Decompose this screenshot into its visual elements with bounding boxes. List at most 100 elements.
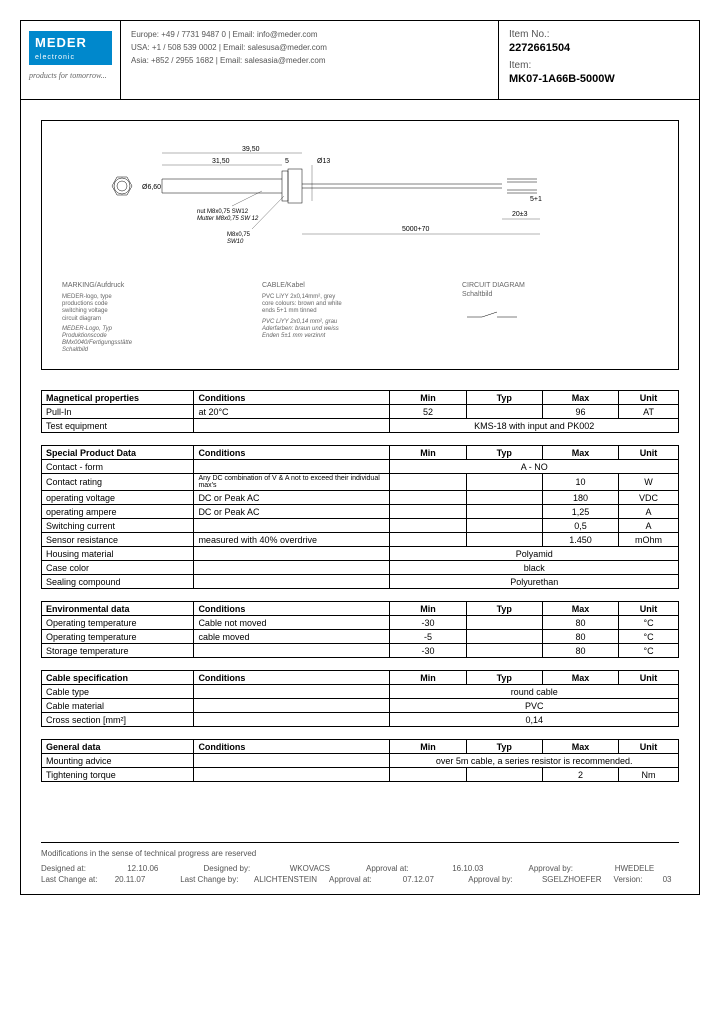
cell-prop: Operating temperature	[42, 616, 194, 630]
designed-at-lbl: Designed at:	[41, 864, 115, 873]
item-label: Item:	[509, 60, 689, 71]
cell-prop: operating voltage	[42, 491, 194, 505]
table-row: Mounting advice over 5m cable, a series …	[42, 754, 679, 768]
cell-typ	[466, 519, 542, 533]
th-typ: Typ	[466, 391, 542, 405]
cell-typ	[466, 644, 542, 658]
cell-span: PVC	[390, 699, 679, 713]
th-min: Min	[390, 602, 466, 616]
th-min: Min	[390, 446, 466, 460]
cell-prop: Cross section [mm²]	[42, 713, 194, 727]
th-typ: Typ	[466, 671, 542, 685]
designed-by-lbl: Designed by:	[204, 864, 278, 873]
cell-max: 80	[542, 616, 618, 630]
table-row: Contact - form A - NO	[42, 460, 679, 474]
mod-note: Modifications in the sense of technical …	[41, 849, 679, 858]
cell-min	[390, 533, 466, 547]
svg-text:M8x0,75: M8x0,75	[227, 232, 251, 238]
table-row: Tightening torque 2 Nm	[42, 768, 679, 782]
table-row: Cable type round cable	[42, 685, 679, 699]
cell-span: black	[390, 561, 679, 575]
dim-5p1: 5+1	[530, 196, 542, 203]
footer: Modifications in the sense of technical …	[41, 842, 679, 884]
environmental-table: Environmental data Conditions Min Typ Ma…	[41, 601, 679, 658]
th-typ: Typ	[466, 602, 542, 616]
cell-typ	[466, 474, 542, 491]
cell-unit: A	[619, 505, 679, 519]
svg-text:SW10: SW10	[227, 239, 244, 245]
cell-unit: °C	[619, 644, 679, 658]
logo-main: MEDER	[29, 31, 112, 54]
cell-span: A - NO	[390, 460, 679, 474]
cell-prop: Housing material	[42, 547, 194, 561]
technical-drawing: 39,50 31,50 5 Ø13 Ø6,60 5+1 20±3 5000+70…	[41, 120, 679, 370]
logo-cell: MEDER electronic products for tomorrow..…	[21, 21, 121, 99]
cell-cond	[194, 547, 390, 561]
cell-prop: Case color	[42, 561, 194, 575]
approval-at-lbl: Approval at:	[366, 864, 440, 873]
cell-cond: DC or Peak AC	[194, 505, 390, 519]
drawing-svg: 39,50 31,50 5 Ø13 Ø6,60 5+1 20±3 5000+70…	[62, 141, 622, 261]
cell-typ	[466, 630, 542, 644]
cell-min: -5	[390, 630, 466, 644]
cell-unit: mOhm	[619, 533, 679, 547]
th-typ: Typ	[466, 446, 542, 460]
th-typ: Typ	[466, 740, 542, 754]
th-cond: Conditions	[194, 446, 390, 460]
th-unit: Unit	[619, 602, 679, 616]
cell-prop: operating ampere	[42, 505, 194, 519]
cell-cond: Any DC combination of V & A not to excee…	[194, 474, 390, 491]
cell-min: -30	[390, 644, 466, 658]
cell-span: round cable	[390, 685, 679, 699]
th-min: Min	[390, 740, 466, 754]
th-prop: Cable specification	[42, 671, 194, 685]
dim-31: 31,50	[212, 158, 230, 165]
table-row: Pull-In at 20°C 52 96 AT	[42, 405, 679, 419]
cell-max: 1.450	[542, 533, 618, 547]
cell-span: over 5m cable, a series resistor is reco…	[390, 754, 679, 768]
cell-unit: VDC	[619, 491, 679, 505]
cell-max: 96	[542, 405, 618, 419]
cell-cond	[194, 644, 390, 658]
datasheet-page: MEDER electronic products for tomorrow..…	[20, 20, 700, 895]
dim-d6: Ø6,60	[142, 184, 161, 191]
table-row: Contact rating Any DC combination of V &…	[42, 474, 679, 491]
cell-prop: Cable type	[42, 685, 194, 699]
cell-cond: cable moved	[194, 630, 390, 644]
cell-prop: Operating temperature	[42, 630, 194, 644]
cell-prop: Sealing compound	[42, 575, 194, 589]
item-cell: Item No.: 2272661504 Item: MK07-1A66B-50…	[499, 21, 699, 99]
special-table: Special Product Data Conditions Min Typ …	[41, 445, 679, 589]
table-row: Cross section [mm²] 0,14	[42, 713, 679, 727]
nut-note: nut M8x0,75 SW12	[197, 209, 249, 215]
designed-at-v: 12.10.06	[127, 864, 191, 873]
cell-prop: Tightening torque	[42, 768, 194, 782]
contact-asia: Asia: +852 / 2955 1682 | Email: salesasi…	[131, 55, 488, 68]
cell-cond	[194, 575, 390, 589]
slogan: products for tomorrow...	[29, 71, 112, 80]
th-prop: Magnetical properties	[42, 391, 194, 405]
approval-at2-v: 07.12.07	[403, 875, 456, 884]
cell-typ	[466, 491, 542, 505]
cell-unit: Nm	[619, 768, 679, 782]
th-prop: General data	[42, 740, 194, 754]
th-min: Min	[390, 391, 466, 405]
marking-title: MARKING/Aufdruck	[62, 281, 202, 290]
th-cond: Conditions	[194, 671, 390, 685]
cell-cond	[194, 754, 390, 768]
cell-cond: DC or Peak AC	[194, 491, 390, 505]
cell-span: Polyurethan	[390, 575, 679, 589]
cable-table: Cable specification Conditions Min Typ M…	[41, 670, 679, 727]
circuit-block: CIRCUIT DIAGRAMSchaltbild	[462, 281, 602, 355]
approval-at-v: 16.10.03	[452, 864, 516, 873]
cable-title: CABLE/Kabel	[262, 281, 402, 290]
cell-prop: Storage temperature	[42, 644, 194, 658]
cell-min	[390, 519, 466, 533]
th-prop: Special Product Data	[42, 446, 194, 460]
th-max: Max	[542, 671, 618, 685]
dim-d13: Ø13	[317, 158, 330, 165]
cell-unit: °C	[619, 616, 679, 630]
th-cond: Conditions	[194, 602, 390, 616]
cell-prop: Pull-In	[42, 405, 194, 419]
cell-max: 2	[542, 768, 618, 782]
